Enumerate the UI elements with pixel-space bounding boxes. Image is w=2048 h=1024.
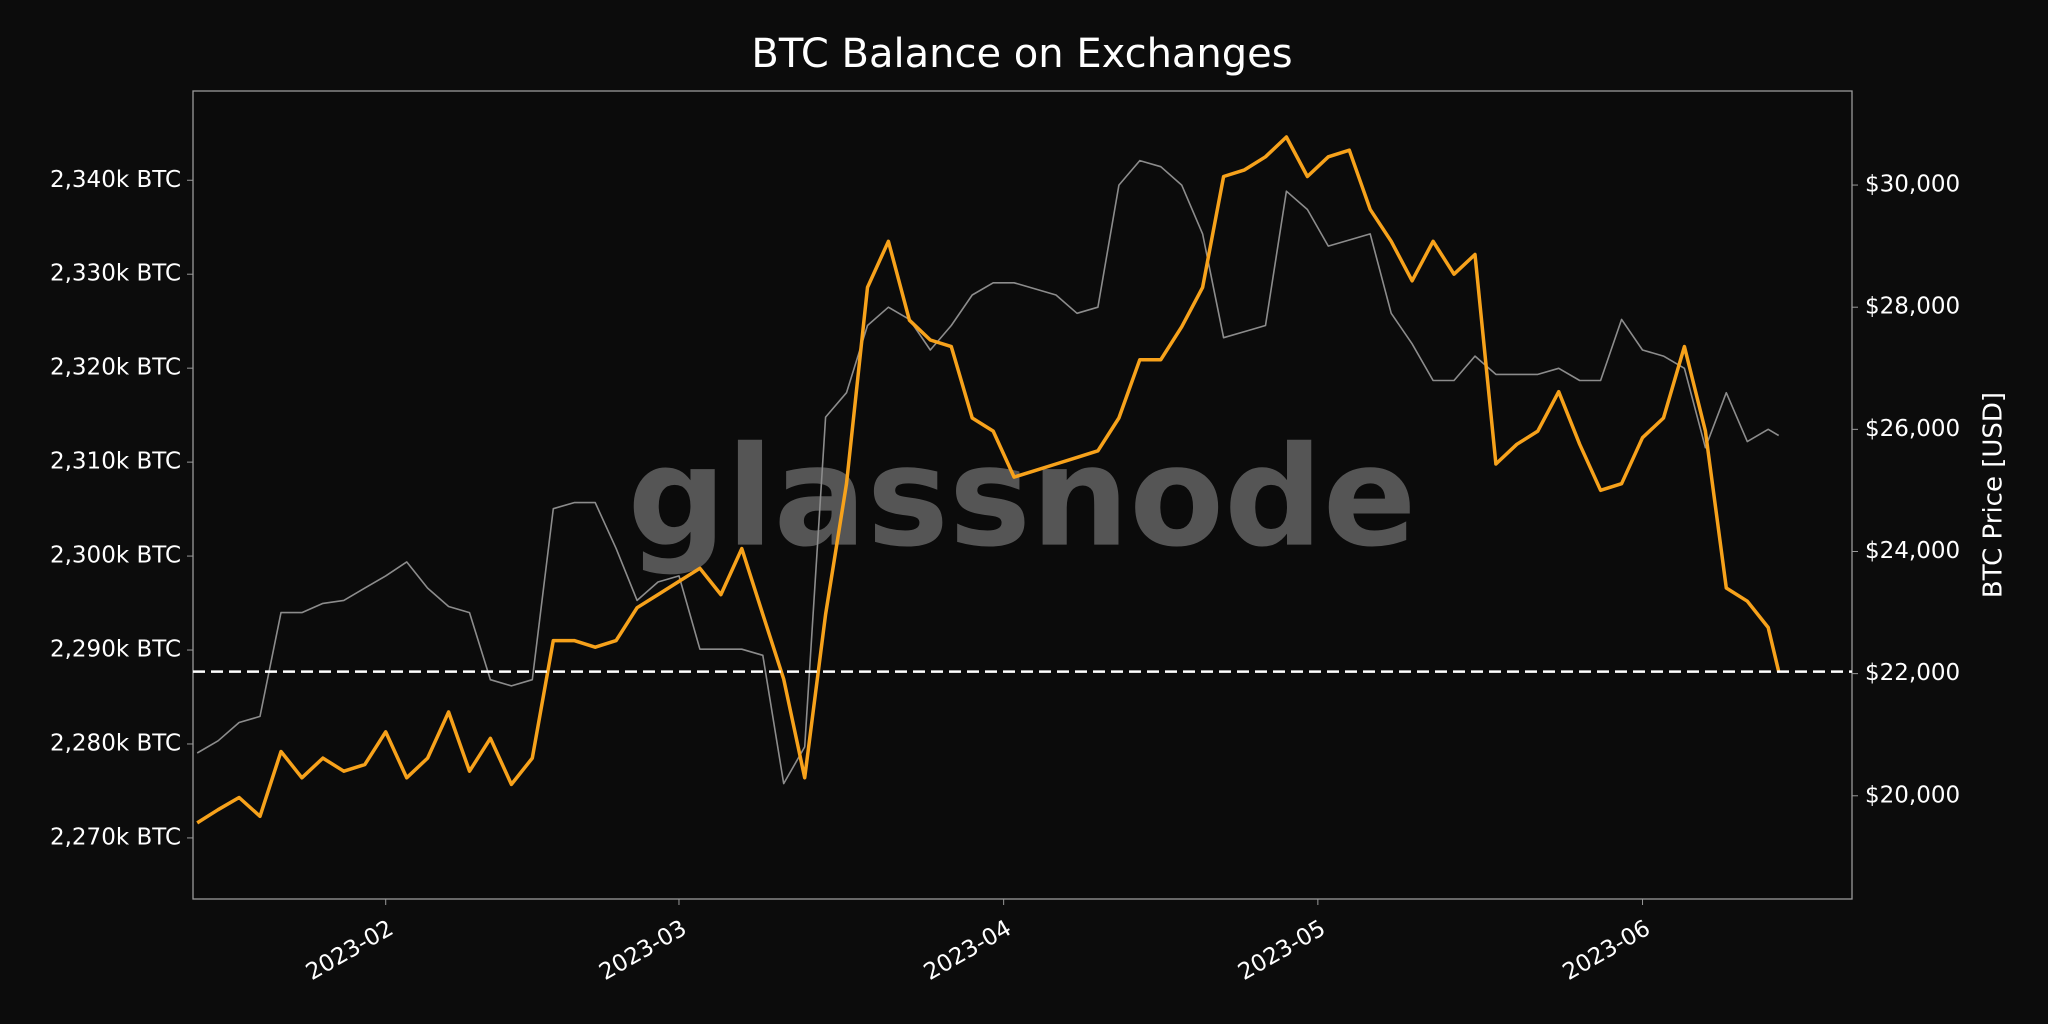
watermark: glassnode — [628, 417, 1417, 578]
y2-tick-label: $26,000 — [1865, 416, 1960, 442]
y2-tick-label: $22,000 — [1865, 660, 1960, 686]
y2-tick-label: $20,000 — [1865, 782, 1960, 808]
series-line — [196, 135, 1781, 825]
y-tick-label: 2,290k BTC — [50, 637, 181, 663]
y-tick-label: 2,280k BTC — [50, 730, 181, 756]
y2-tick-label: $30,000 — [1865, 172, 1960, 198]
y2-tick-label: $24,000 — [1865, 538, 1960, 564]
y2-tick-label: $28,000 — [1865, 294, 1960, 320]
y-tick-label: 2,320k BTC — [50, 355, 181, 381]
series-line — [196, 159, 1780, 785]
y-tick-label: 2,300k BTC — [50, 543, 181, 569]
y-tick-label: 2,330k BTC — [50, 261, 181, 287]
y2-axis-label: BTC Price [USD] — [1979, 392, 2009, 598]
plot-area — [192, 90, 1853, 900]
y-tick-label: 2,310k BTC — [50, 449, 181, 475]
y-tick-label: 2,270k BTC — [50, 824, 181, 850]
y-tick-label: 2,340k BTC — [50, 167, 181, 193]
chart-title: BTC Balance on Exchanges — [751, 31, 1292, 77]
